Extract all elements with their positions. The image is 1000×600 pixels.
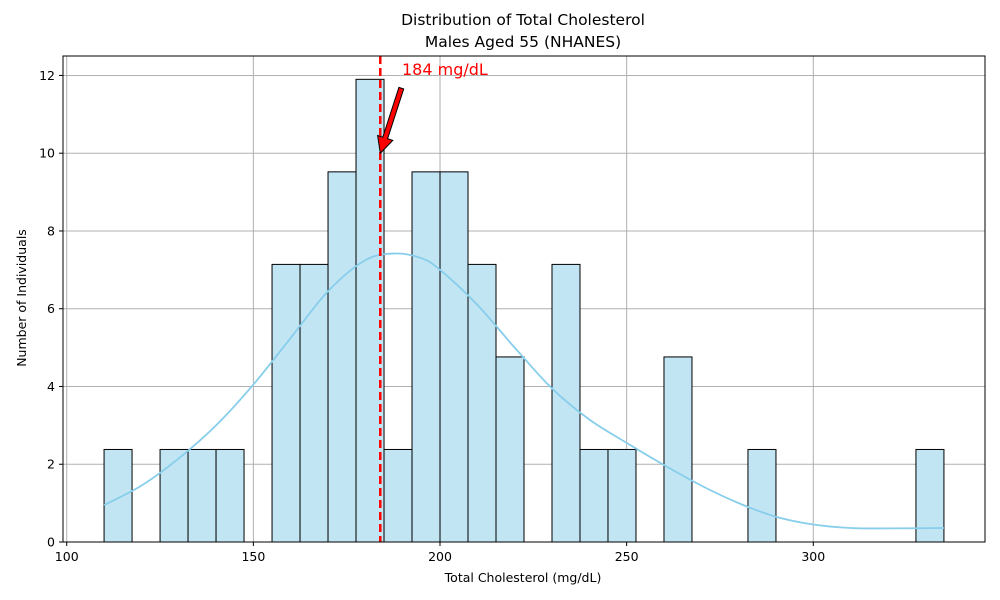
histogram-bar [187,448,217,543]
histogram-bar [439,171,469,543]
y-tick-label: 6 [47,301,55,316]
x-tick-label: 200 [428,549,452,564]
histogram-bar [495,356,525,543]
histogram-bar [551,263,581,543]
y-tick-label: 2 [47,457,55,472]
median-marker-group [376,56,405,542]
plot-frame [62,55,986,543]
histogram-bar [299,263,329,543]
histogram-bar [411,171,441,543]
histogram-bar [747,448,777,543]
x-tick-label: 150 [241,549,265,564]
x-tick-label: 100 [55,549,79,564]
histogram-bar [327,171,357,543]
histogram-bar [159,448,189,543]
y-tick-label: 10 [39,146,55,161]
x-tick-label: 250 [615,549,639,564]
histogram-bar [215,448,245,543]
y-tick-label: 12 [39,68,55,83]
y-tick-label: 0 [47,535,55,550]
annotation-arrow-icon [376,86,405,155]
histogram-bar [579,448,609,543]
kde-curve [103,252,944,530]
kde-curve-group [103,252,944,530]
histogram-bar [103,448,133,543]
histogram-bar [383,448,413,543]
chart-subtitle: Males Aged 55 (NHANES) [425,33,621,51]
annotation-label: 184 mg/dL [402,60,488,79]
x-tick-label: 300 [801,549,825,564]
histogram-bar [271,263,301,543]
histogram-bars [103,78,945,543]
y-tick-label: 8 [47,223,55,238]
axis-ticks: 100 150 200 250 300 0 2 4 6 8 10 12 [39,68,825,564]
histogram-bar [607,448,637,543]
y-axis-label: Number of Individuals [14,229,29,367]
histogram-bar [467,263,497,543]
histogram-bar [915,448,945,543]
histogram-bar [663,356,693,543]
chart-title: Distribution of Total Cholesterol [401,11,645,29]
y-tick-label: 4 [47,379,55,394]
x-axis-label: Total Cholesterol (mg/dL) [444,570,602,585]
